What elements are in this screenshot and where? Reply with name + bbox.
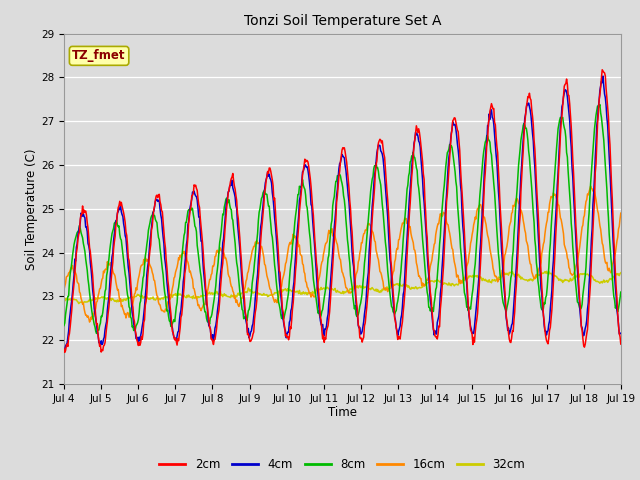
Title: Tonzi Soil Temperature Set A: Tonzi Soil Temperature Set A: [244, 14, 441, 28]
X-axis label: Time: Time: [328, 407, 357, 420]
Legend: 2cm, 4cm, 8cm, 16cm, 32cm: 2cm, 4cm, 8cm, 16cm, 32cm: [155, 454, 530, 476]
Text: TZ_fmet: TZ_fmet: [72, 49, 126, 62]
Y-axis label: Soil Temperature (C): Soil Temperature (C): [25, 148, 38, 270]
